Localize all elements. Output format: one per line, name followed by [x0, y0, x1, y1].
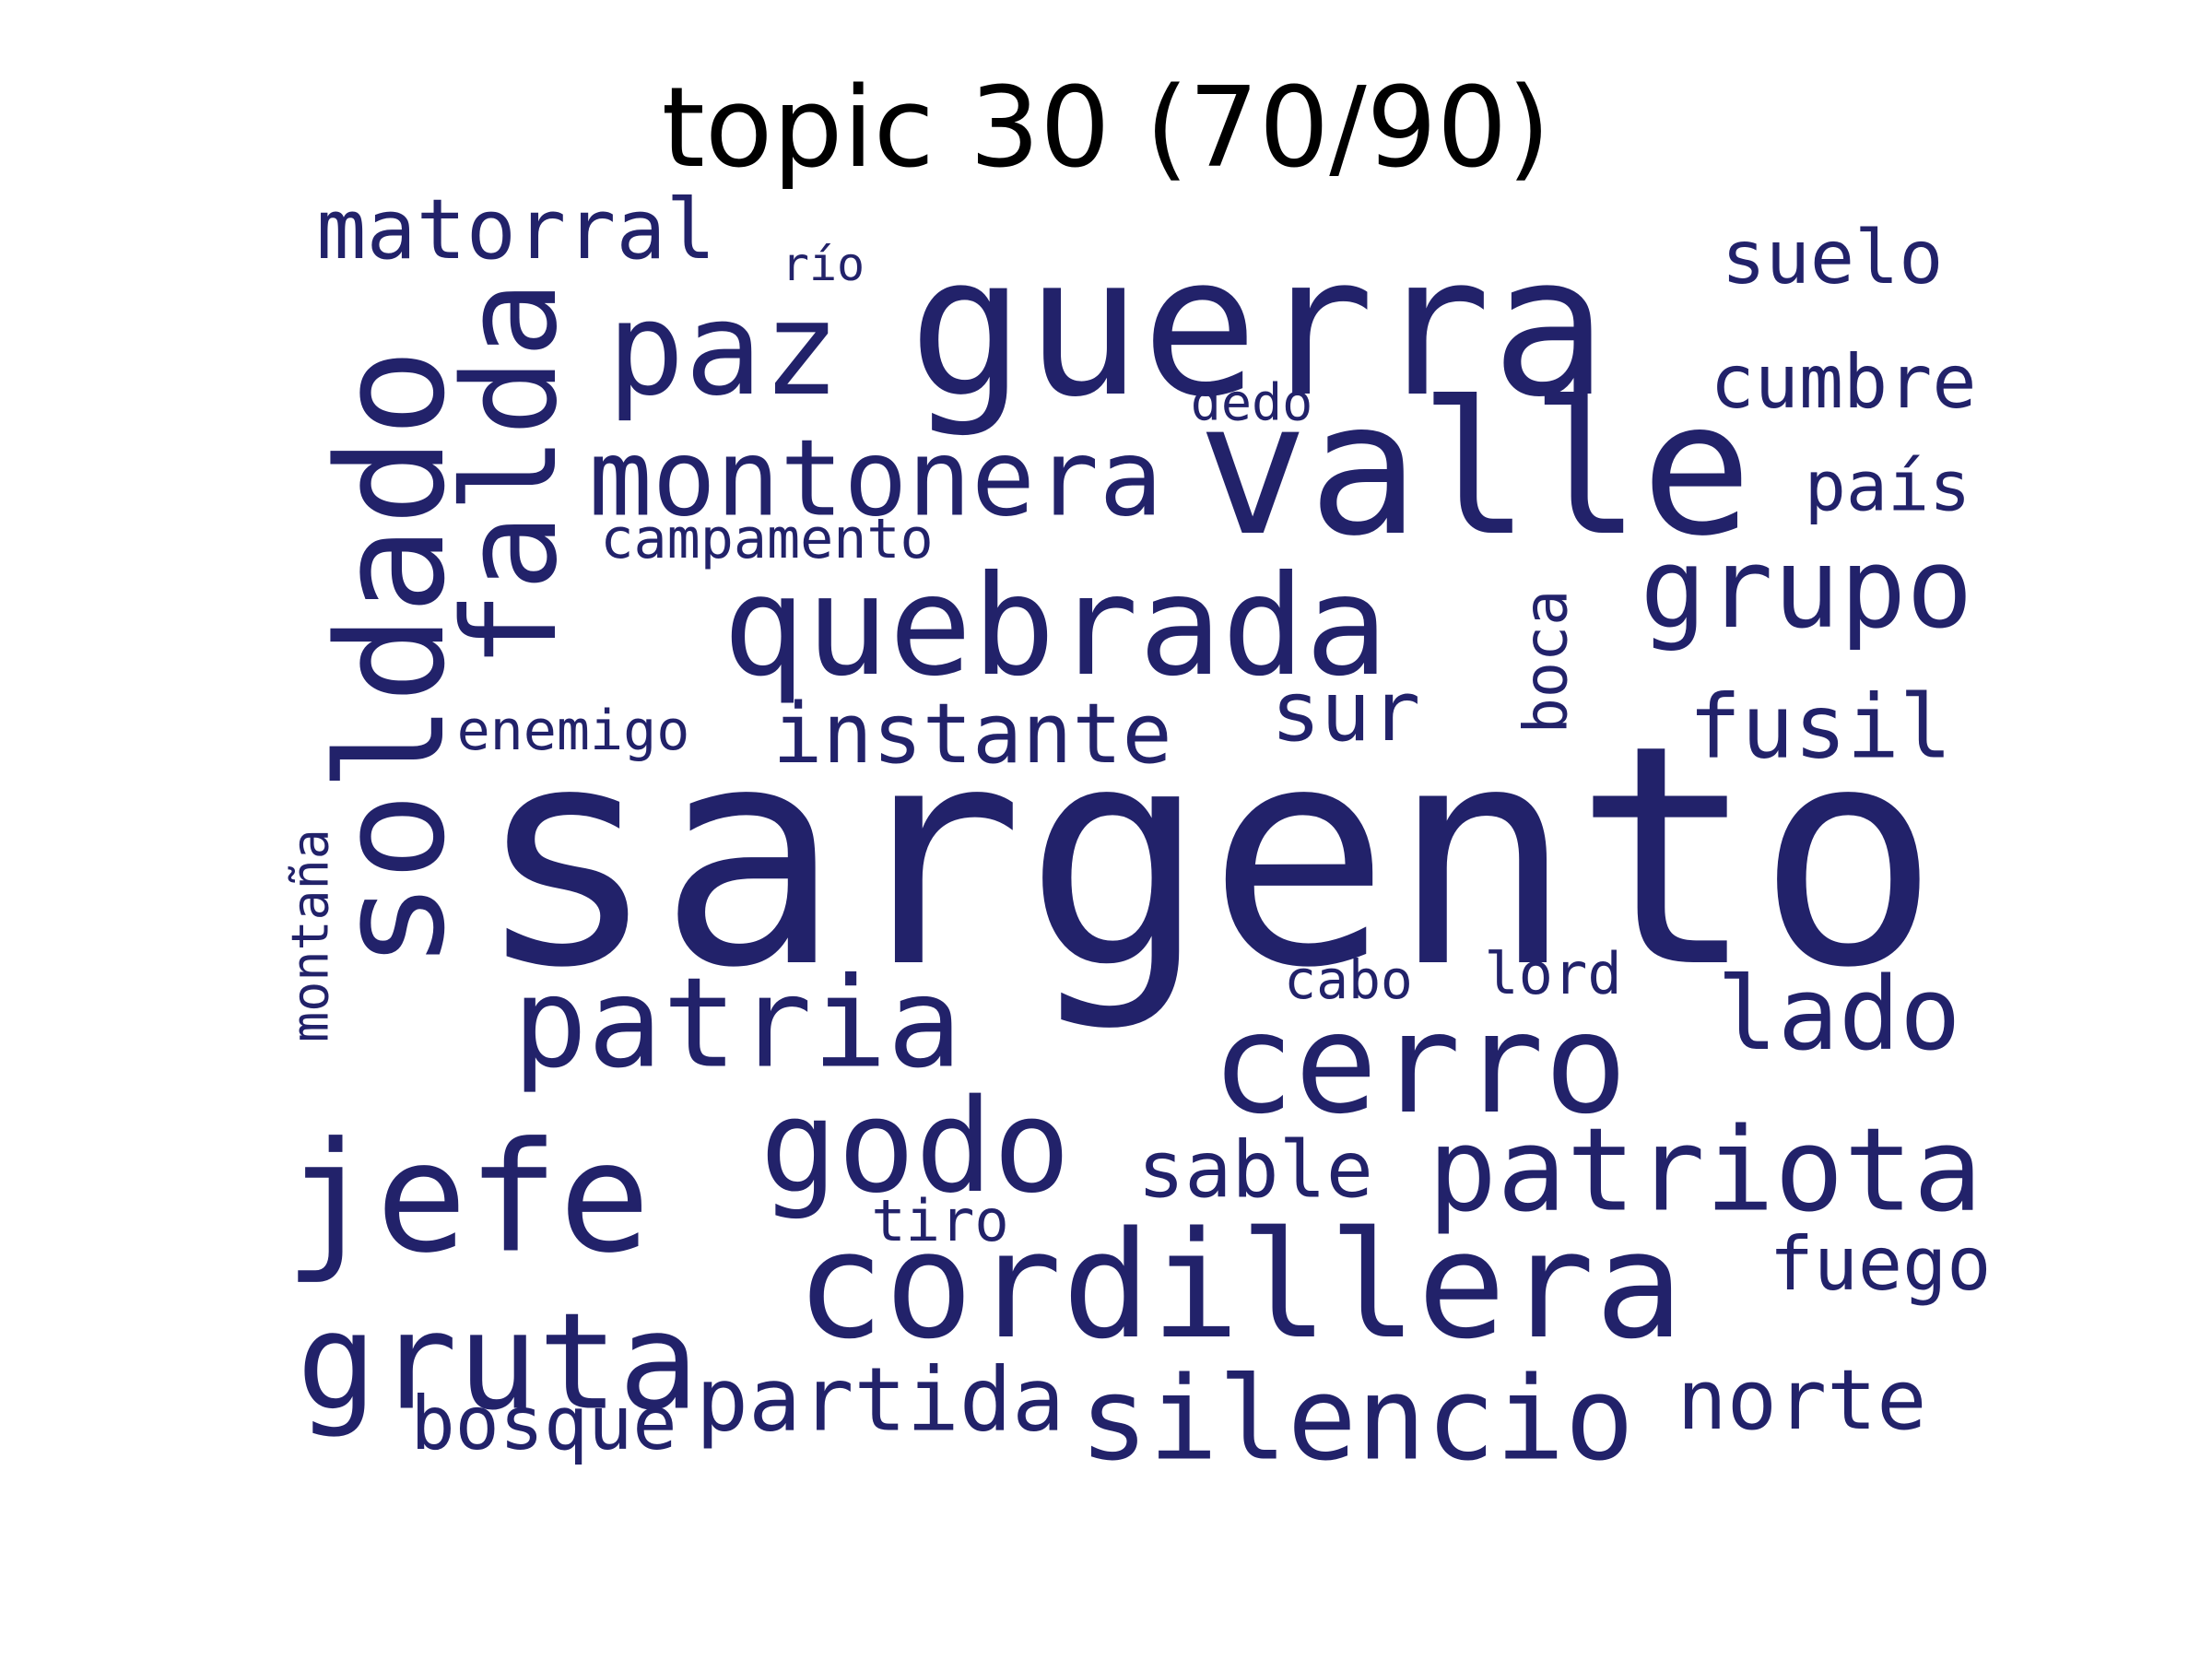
cloud-word: cerro: [1211, 984, 1628, 1145]
cloud-word: sable: [1137, 1124, 1373, 1217]
cloud-word: suelo: [1721, 215, 1944, 300]
cloud-word: lado: [1716, 955, 1961, 1073]
cloud-word: lord: [1484, 940, 1622, 1007]
cloud-word: campamento: [600, 507, 934, 571]
cloud-word: cabo: [1284, 948, 1413, 1011]
cloud-word: norte: [1677, 1352, 1927, 1449]
cloud-word: guerra: [908, 214, 1608, 440]
cloud-word: bosque: [410, 1381, 677, 1466]
cloud-word: patriota: [1427, 1103, 1983, 1238]
cloud-word: silencio: [1078, 1352, 1635, 1487]
cloud-title: topic 30 (70/90): [661, 65, 1551, 193]
cloud-word: gruta: [296, 1284, 700, 1441]
cloud-word: falda: [436, 280, 586, 669]
cloud-word: patria: [512, 950, 962, 1096]
cloud-word: tiro: [871, 1187, 1009, 1254]
cloud-word: matorral: [316, 182, 716, 278]
cloud-word: valle: [1196, 362, 1753, 577]
cloud-word: boca: [1512, 589, 1582, 735]
cloud-word: cordillera: [795, 1199, 1684, 1371]
cloud-word: enemigo: [456, 699, 690, 763]
cloud-word: sargento: [475, 680, 1940, 1034]
cloud-word: país: [1804, 445, 1971, 527]
cloud-word: quebrada: [722, 547, 1389, 707]
cloud-word: grupo: [1640, 525, 1973, 653]
cloud-word: montonera: [588, 417, 1163, 541]
cloud-word: paz: [606, 275, 841, 425]
cloud-word: sur: [1270, 664, 1421, 760]
cloud-word: partida: [695, 1349, 1065, 1452]
cloud-word: godo: [759, 1072, 1071, 1222]
cloud-word: dedo: [1190, 372, 1313, 432]
cloud-word: cumbre: [1710, 339, 1977, 425]
cloud-word: fusil: [1688, 677, 1952, 779]
cloud-word: instante: [772, 686, 1172, 782]
cloud-word: río: [781, 238, 865, 291]
cloud-word: jefe: [284, 1109, 651, 1287]
cloud-word: fuego: [1769, 1221, 1992, 1307]
cloud-word: montaña: [280, 829, 340, 1042]
